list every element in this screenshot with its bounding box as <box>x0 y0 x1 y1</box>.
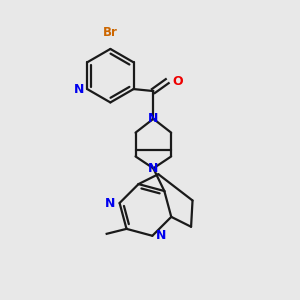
Text: N: N <box>148 162 158 175</box>
Text: Br: Br <box>103 26 118 39</box>
Text: O: O <box>172 75 183 88</box>
Text: N: N <box>156 229 167 242</box>
Text: N: N <box>105 196 116 209</box>
Text: N: N <box>74 82 84 96</box>
Text: N: N <box>148 112 158 125</box>
